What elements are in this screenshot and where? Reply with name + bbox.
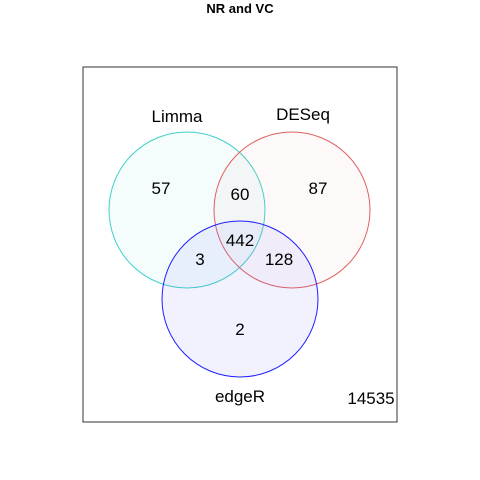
count-limma-deseq: 60	[231, 185, 250, 204]
universe-box	[82, 66, 398, 423]
count-outside: 14535	[347, 389, 394, 408]
deseq-circle	[213, 131, 371, 289]
edger-label: edgeR	[215, 387, 265, 406]
count-deseq-only: 87	[309, 179, 328, 198]
edger-circle	[161, 220, 319, 378]
count-limma-only: 57	[152, 179, 171, 198]
diagram-title: NR and VC	[206, 1, 274, 16]
count-edger-only: 2	[235, 320, 244, 339]
deseq-label: DESeq	[276, 105, 330, 124]
limma-label: Limma	[151, 107, 203, 126]
count-deseq-edger: 128	[265, 250, 293, 269]
count-all-three: 442	[226, 231, 254, 250]
limma-circle	[108, 131, 266, 289]
count-limma-edger: 3	[195, 250, 204, 269]
